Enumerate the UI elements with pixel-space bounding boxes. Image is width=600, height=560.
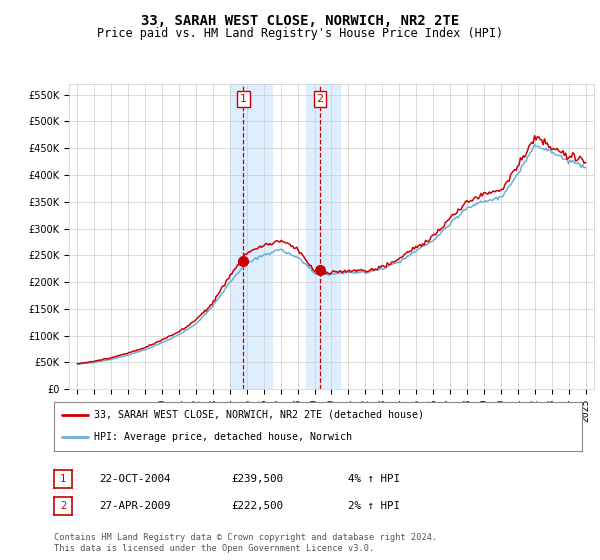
Text: HPI: Average price, detached house, Norwich: HPI: Average price, detached house, Norw… [94, 432, 352, 442]
Text: 22-OCT-2004: 22-OCT-2004 [99, 474, 170, 484]
Text: 1: 1 [240, 94, 247, 104]
Text: 4% ↑ HPI: 4% ↑ HPI [348, 474, 400, 484]
Text: £239,500: £239,500 [231, 474, 283, 484]
Text: 1: 1 [60, 474, 66, 484]
Text: 33, SARAH WEST CLOSE, NORWICH, NR2 2TE (detached house): 33, SARAH WEST CLOSE, NORWICH, NR2 2TE (… [94, 410, 424, 420]
Text: 33, SARAH WEST CLOSE, NORWICH, NR2 2TE: 33, SARAH WEST CLOSE, NORWICH, NR2 2TE [141, 14, 459, 28]
Text: 2: 2 [317, 94, 324, 104]
Bar [230, 84, 272, 389]
Text: 27-APR-2009: 27-APR-2009 [99, 501, 170, 511]
Bar [306, 84, 340, 389]
Text: Price paid vs. HM Land Registry's House Price Index (HPI): Price paid vs. HM Land Registry's House … [97, 27, 503, 40]
Text: £222,500: £222,500 [231, 501, 283, 511]
Text: Contains HM Land Registry data © Crown copyright and database right 2024.
This d: Contains HM Land Registry data © Crown c… [54, 533, 437, 553]
Text: 2% ↑ HPI: 2% ↑ HPI [348, 501, 400, 511]
Text: 2: 2 [60, 501, 66, 511]
